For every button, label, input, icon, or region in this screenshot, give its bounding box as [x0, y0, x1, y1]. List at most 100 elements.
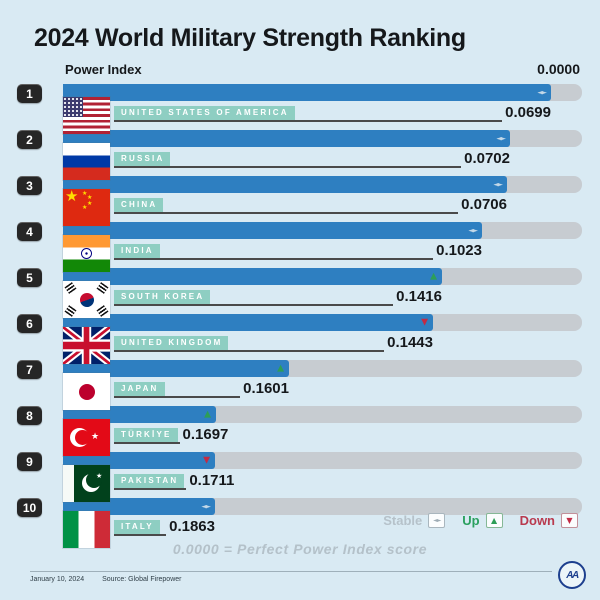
row-detail: RUSSIA 0.0702 — [114, 146, 510, 168]
table-row: 10 ◄► ITALY 0.1863 — [0, 498, 600, 548]
power-index-value: 0.0706 — [461, 196, 507, 213]
up-icon: ▲ — [485, 513, 503, 528]
rank-badge: 6 — [17, 314, 42, 333]
trend-icon: ▼ — [421, 317, 428, 327]
flag-usa-icon — [63, 97, 110, 134]
union-jack — [63, 327, 110, 364]
table-row: 2 ◄► RUSSIA 0.0702 — [0, 130, 600, 180]
bar-fill: ▼ — [63, 314, 433, 331]
perfect-score-note: 0.0000 = Perfect Power Index score — [172, 541, 428, 557]
country-label: UNITED KINGDOM — [114, 336, 229, 352]
underline — [184, 488, 187, 490]
row-detail: JAPAN 0.1601 — [114, 376, 289, 398]
flag-star: ★ — [87, 195, 93, 201]
row-detail: INDIA 0.1023 — [114, 238, 482, 260]
flag-sun-disc — [78, 383, 95, 400]
underline — [210, 304, 394, 306]
row-detail: UNITED STATES OF AMERICA 0.0699 — [114, 100, 551, 122]
legend-item-up: Up ▲ — [462, 513, 503, 528]
trend-icon: ▲ — [204, 409, 211, 419]
bar-track: ▲ — [63, 360, 582, 377]
rank-badge: 8 — [17, 406, 42, 425]
table-row: 3 ◄► ★ ★ ★ ★ ★ CHINA 0.0706 — [0, 176, 600, 226]
rank-badge: 10 — [17, 498, 42, 517]
flag-uk-icon — [63, 327, 110, 364]
power-index-value: 0.1863 — [169, 518, 215, 535]
trend-icon: ◄► — [537, 88, 547, 96]
underline — [177, 442, 180, 444]
flag-turkiye-icon: ★ — [63, 419, 110, 456]
trend-icon: ◄► — [493, 180, 503, 188]
flag-japan-icon — [63, 373, 110, 410]
bar-track: ◄► — [63, 130, 582, 147]
power-index-value: 0.1416 — [396, 288, 442, 305]
flag-hoist-stripe — [63, 465, 74, 502]
bar-fill: ▲ — [63, 268, 442, 285]
power-index-value: 0.1697 — [182, 426, 229, 443]
legend-label: Stable — [383, 513, 423, 528]
bar-fill: ◄► — [63, 222, 482, 239]
power-index-value: 0.0702 — [464, 150, 510, 167]
flag-trigram — [64, 282, 77, 294]
bar-track: ◄► — [63, 498, 582, 515]
bar-fill: ◄► — [63, 498, 215, 515]
flag-chakra — [81, 248, 92, 259]
underline — [159, 534, 167, 536]
table-row: 6 ▼ UNITED KINGDOM 0.1443 — [0, 314, 600, 364]
footer: January 10, 2024 Source: Global Firepowe… — [30, 576, 181, 583]
flag-star: ★ — [87, 201, 93, 207]
trend-icon: ▲ — [430, 271, 437, 281]
table-row: 1 ◄► UNITED STATES OF AMERICA 0.0699 — [0, 84, 600, 134]
legend-label: Down — [519, 513, 555, 528]
rank-badge: 1 — [17, 84, 42, 103]
row-detail: UNITED KINGDOM 0.1443 — [114, 330, 433, 352]
bar-track: ◄► — [63, 176, 582, 193]
bar-fill: ▼ — [63, 452, 215, 469]
rank-badge: 7 — [17, 360, 42, 379]
trend-icon: ▲ — [277, 363, 284, 373]
page-title: 2024 World Military Strength Ranking — [34, 24, 466, 52]
bar-track: ◄► — [63, 222, 582, 239]
underline — [228, 350, 385, 352]
power-index-value: 0.0699 — [505, 104, 551, 121]
country-label: SOUTH KOREA — [114, 290, 211, 306]
trend-legend: Stable ◄► Up ▲ Down ▼ — [383, 513, 578, 528]
underline — [164, 396, 241, 398]
bar-track: ▲ — [63, 268, 582, 285]
footer-divider — [30, 571, 552, 572]
row-detail: TÜRKİYE 0.1697 — [114, 422, 228, 444]
rank-badge: 3 — [17, 176, 42, 195]
rank-badge: 9 — [17, 452, 42, 471]
country-label: UNITED STATES OF AMERICA — [114, 106, 295, 122]
underline — [159, 258, 434, 260]
bar-track: ◄► — [63, 84, 582, 101]
flag-canton — [63, 97, 83, 117]
bar-track: ▼ — [63, 314, 582, 331]
bar-fill: ◄► — [63, 176, 507, 193]
power-index-value: 0.1601 — [243, 380, 289, 397]
flag-star: ★ — [65, 189, 79, 205]
table-row: 8 ▲ ★ TÜRKİYE 0.1697 — [0, 406, 600, 456]
row-detail: ITALY 0.1863 — [114, 514, 215, 536]
flag-china-icon: ★ ★ ★ ★ ★ — [63, 189, 110, 226]
row-detail: SOUTH KOREA 0.1416 — [114, 284, 442, 306]
country-label: ITALY — [114, 520, 160, 536]
table-row: 4 ◄► INDIA 0.1023 — [0, 222, 600, 272]
flag-star: ★ — [82, 205, 88, 211]
country-label: TÜRKİYE — [114, 428, 178, 444]
row-detail: PAKISTAN 0.1711 — [114, 468, 234, 490]
bar-fill: ▲ — [63, 360, 289, 377]
power-index-value: 0.1023 — [436, 242, 482, 259]
table-row: 5 ▲ SOUTH KOREA 0.1416 — [0, 268, 600, 318]
trend-icon: ◄► — [201, 502, 211, 510]
publish-date: January 10, 2024 — [30, 576, 85, 583]
flag-india-icon — [63, 235, 110, 272]
bar-fill: ◄► — [63, 130, 510, 147]
axis-label: Power Index — [65, 62, 142, 77]
legend-item-stable: Stable ◄► — [383, 513, 446, 528]
rank-badge: 4 — [17, 222, 42, 241]
flag-crescent — [75, 430, 90, 445]
rank-badge: 2 — [17, 130, 42, 149]
stable-icon: ◄► — [428, 513, 446, 528]
